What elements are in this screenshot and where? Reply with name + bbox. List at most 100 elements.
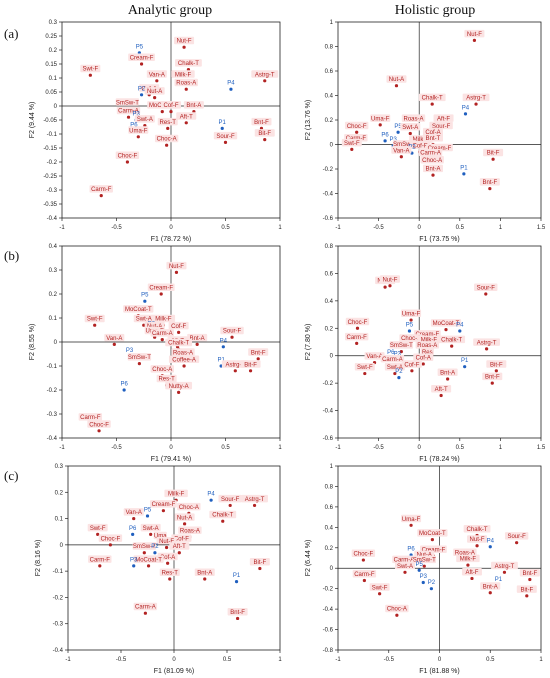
x-tick-label: -1 [59,445,65,451]
x-axis-label: F1 (78.72 %) [151,236,191,243]
y-tick-label: -0.6 [323,216,334,222]
point-marker [108,543,112,547]
attribute-point: Carm-A [116,106,141,119]
point-marker [131,532,135,536]
sample-point: P5 [144,507,152,518]
point-label: Cream-F [422,547,446,553]
point-marker [399,155,403,159]
attribute-point: Bnt-A [194,568,215,581]
point-marker [132,516,136,521]
point-label: Cof-A [425,130,440,136]
point-label-background [166,261,187,270]
x-tick-label: 1 [499,225,503,231]
point-label-background [146,70,167,78]
y-tick-label: -0.2 [323,167,334,173]
point-label: Carm-F [354,572,375,578]
point-label: Sour-F [477,286,496,292]
y-axis-label: F2 (7.80 %) [305,324,312,361]
point-marker [161,509,165,513]
x-tick-label: 1 [499,445,503,451]
point-label: Swt-A [137,117,153,123]
point-label: P1 [217,358,225,364]
y-tick-label: -0.1 [47,132,58,138]
attribute-point: Cof-A [413,353,434,366]
point-label-background [351,549,376,558]
point-marker [139,62,144,66]
point-label: Astrg-T [245,497,265,503]
point-marker [388,284,392,288]
point-label-background [254,129,275,137]
sample-point: P3 [130,557,138,568]
point-label: Cof-F [164,103,179,109]
y-tick-label: -0.6 [323,628,334,634]
plot-frame [337,245,542,439]
point-label-background [399,334,423,342]
attribute-point: Uma-F [370,114,391,127]
point-label-background [168,321,189,330]
scatter-panel-4: -1 -0.5 0 0.5 1 1.5 -0.6 -0.4 -0.2 0 0.2 0.4 0.6 0.8 F… [305,244,546,463]
point-marker [139,93,144,97]
point-label-background [370,114,391,122]
attribute-point: Van-A [146,70,167,83]
sample-point: P6 [407,546,415,557]
point-marker [166,126,170,130]
point-marker [168,577,172,581]
point-label-background [464,29,485,38]
point-marker [182,45,186,49]
attribute-point: Cream-F [128,53,155,66]
point-label: P3 [130,557,138,563]
point-label-background [423,164,444,173]
scatter-panel-5: -1 -0.5 0 0.5 1 -0.4 -0.3 -0.2 -0.1 0 0.1 0.2 0.3 F1 … [35,464,282,675]
point-label: P5 [394,124,402,130]
point-label: Uma-F [402,517,421,523]
attribute-point: Cream-F [150,500,177,513]
point-label-background [157,117,178,126]
point-label: Van-A [366,354,382,360]
attribute-point: Bnt-F [248,348,269,361]
point-label: Coffee-A [172,358,196,364]
point-label: Milk-F [460,557,477,563]
point-label: Carm-A [152,331,173,337]
point-label: Carm-F [347,335,368,341]
attribute-point: Choc-F [87,420,111,433]
attribute-point: SmSw-T [127,353,151,366]
x-tick-label: 0.5 [221,445,230,451]
attribute-point: Carm-F [352,569,377,583]
point-marker [393,371,397,376]
point-label: Uma-F [371,116,390,122]
attribute-point: Roas-A [174,78,198,91]
x-tick-label: 0.5 [221,225,230,231]
point-label-background [380,354,405,363]
attribute-point: Milk-F [456,554,480,567]
point-label-background [123,305,154,313]
y-tick-label: 0.8 [325,45,334,51]
point-label: Astrg-T [466,96,486,102]
attribute-point: Nut-A [386,75,407,88]
point-label: Cof-F [404,362,419,368]
point-label: MoCoat-T [135,557,162,563]
y-tick-label: -0.1 [53,569,64,575]
point-label: Astrg-T [495,564,515,570]
point-label: P5 [144,507,152,513]
y-tick-label: -0.1 [47,364,58,370]
sample-point: P2 [151,544,159,555]
point-marker [209,498,213,502]
point-label-background [128,53,155,61]
point-label: Nut-A [417,553,432,559]
point-label: P4 [462,105,470,111]
point-marker [491,157,495,161]
point-label: Swt-F [372,585,388,591]
y-tick-label: 0 [330,143,334,149]
point-marker [396,130,400,134]
attribute-point: Choc-F [345,317,370,330]
sample-point: P1 [233,573,241,584]
scatter-panel-1: -1 -0.5 0 0.5 1 -0.4 -0.35 -0.3 -0.25 -0.2 -0.15 -0… [29,20,282,243]
attribute-point: Astrg-T [462,93,490,106]
attribute-point: Uma-F [128,126,149,139]
point-marker [397,376,401,380]
point-label: Cof-F [174,536,189,542]
point-label: Milk-F [175,72,192,78]
point-label-background [386,75,407,83]
attribute-point: Nut-A [174,513,195,526]
y-tick-label: -0.2 [323,587,334,593]
